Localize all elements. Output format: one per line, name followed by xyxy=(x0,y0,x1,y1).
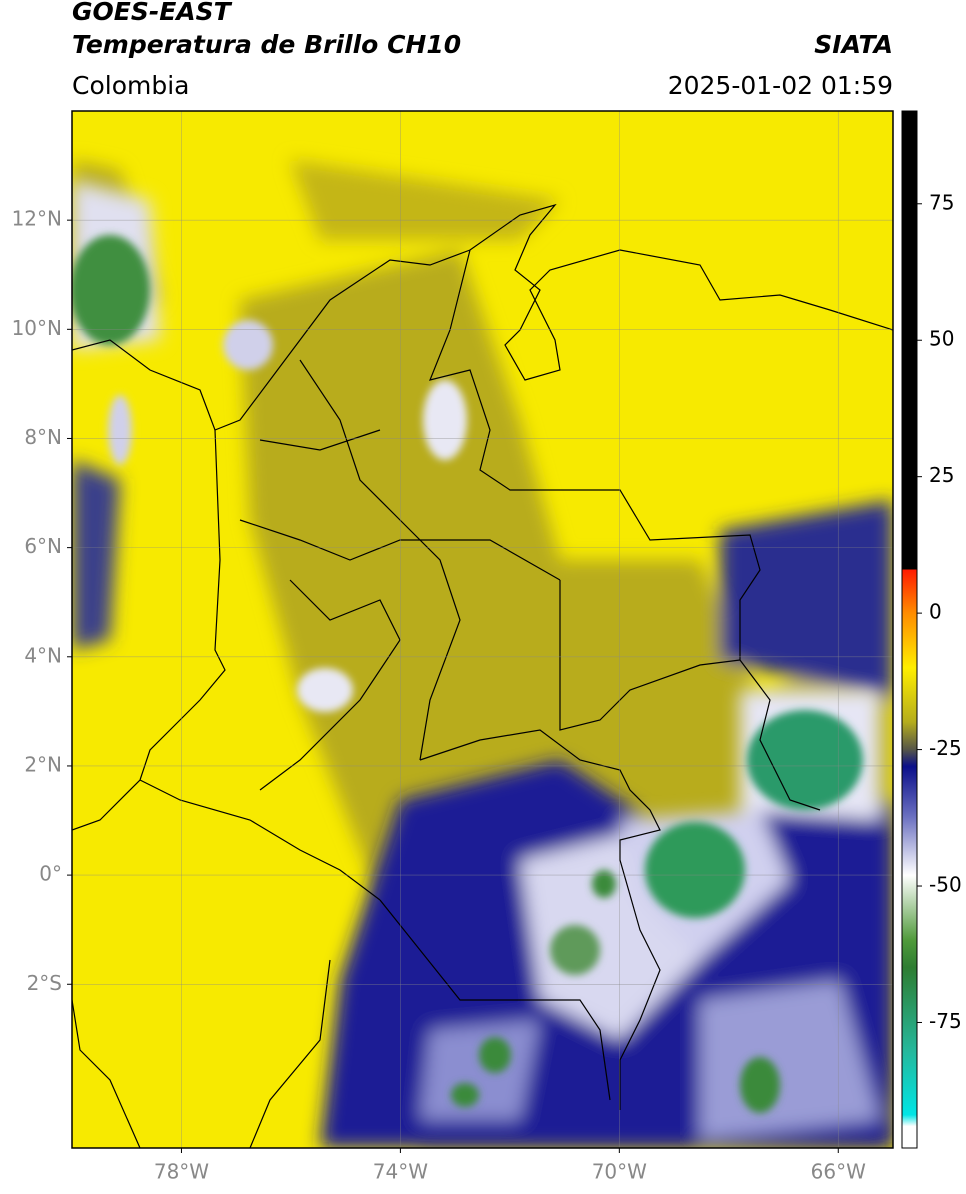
y-tick-label: 4°N xyxy=(24,643,62,667)
colorbar-tick-label: 25 xyxy=(929,463,954,487)
imagery xyxy=(72,111,893,1148)
colorbar-tick-label: 75 xyxy=(929,190,954,214)
x-tick-label: 74°W xyxy=(373,1160,428,1184)
x-tick-label: 78°W xyxy=(154,1160,209,1184)
colorbar-tick-label: -50 xyxy=(929,873,962,897)
colorbar-tick-label: -75 xyxy=(929,1009,962,1033)
map-frame xyxy=(71,110,894,1149)
datetime: 2025-01-02 01:59 xyxy=(668,71,893,100)
x-tick-label: 66°W xyxy=(811,1160,866,1184)
y-tick-label: 0° xyxy=(39,862,62,886)
y-tick-label: 10°N xyxy=(12,316,62,340)
y-tick-label: 6°N xyxy=(24,534,62,558)
title: GOES-EAST xyxy=(72,0,233,26)
x-tick-label: 70°W xyxy=(592,1160,647,1184)
y-tick-label: 2°S xyxy=(27,971,62,995)
colorbar-tick-label: 50 xyxy=(929,327,954,351)
source: SIATA xyxy=(814,30,893,59)
borders xyxy=(72,203,893,1148)
colorbar-tick-label: -25 xyxy=(929,736,962,760)
y-tick-label: 8°N xyxy=(24,425,62,449)
y-tick-label: 2°N xyxy=(24,752,62,776)
colorbar xyxy=(901,110,918,1149)
y-tick-label: 12°N xyxy=(12,207,62,231)
very-cold-cores xyxy=(72,235,863,1113)
colorbar-tick-label: 0 xyxy=(929,600,942,624)
region: Colombia xyxy=(72,71,189,100)
subtitle: Temperatura de Brillo CH10 xyxy=(72,30,461,59)
grid xyxy=(72,111,893,1148)
